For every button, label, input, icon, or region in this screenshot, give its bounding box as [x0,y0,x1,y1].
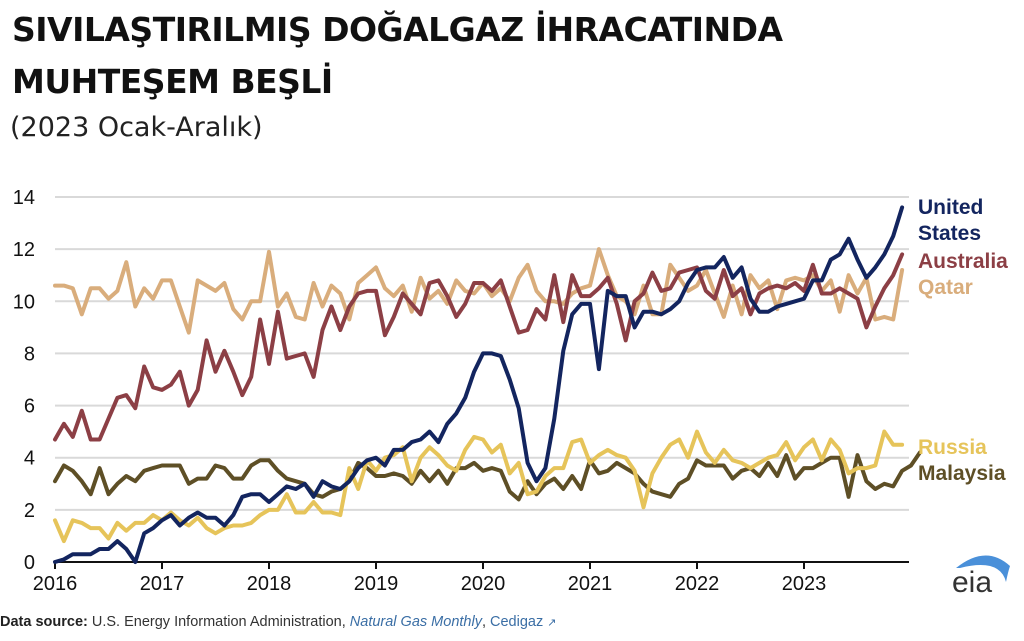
y-tick-label: 2 [24,500,35,522]
y-axis-tick-labels: 0 2 4 6 8 10 12 14 [13,187,35,574]
source-separator: , [481,614,486,630]
data-source-note: Data source: U.S. Energy Information Adm… [0,614,556,630]
legend: United States Australia Qatar Russia Malaysia [918,196,1008,485]
x-axis: 2016 2017 2018 2019 2020 2021 2022 2023 [33,561,909,595]
series-line-australia [53,252,905,442]
series-line-united-states [53,205,905,564]
series-lines [53,205,922,564]
legend-label-malaysia: Malaysia [918,462,1006,485]
source-cedigaz-link[interactable]: Cedigaz [490,614,544,630]
y-tick-label: 14 [13,187,35,209]
chart-title-line-1: SIVILAŞTIRILMIŞ DOĞALGAZ İHRACATINDA [12,10,783,49]
legend-label-russia: Russia [918,436,987,459]
x-tick-label: 2019 [354,573,399,595]
x-tick-label: 2023 [782,573,827,595]
chart-title-line-2: MUHTEŞEM BEŞLİ [12,62,333,101]
series-line-russia [53,429,905,544]
x-tick-label: 2020 [461,573,506,595]
source-org: U.S. Energy Information Administration, [91,614,346,630]
logo-text: eia [952,566,992,598]
series-line-malaysia [53,450,922,502]
x-tick-label: 2021 [568,573,613,595]
x-tick-label: 2017 [140,573,185,595]
chart-subtitle: (2023 Ocak-Aralık) [10,112,263,143]
y-tick-label: 6 [24,396,35,418]
chart-title: SIVILAŞTIRILMIŞ DOĞALGAZ İHRACATINDA MUH… [12,4,783,108]
eia-logo[interactable]: eia [948,548,1014,598]
legend-label-qatar: Qatar [918,276,973,299]
legend-label-australia: Australia [918,250,1008,273]
series-line-qatar [53,247,905,335]
y-tick-label: 4 [24,448,35,470]
x-tick-label: 2016 [33,573,78,595]
external-link-icon[interactable]: ↗ [547,617,557,629]
x-tick-label: 2022 [675,573,720,595]
logo-arc [956,555,1010,582]
y-tick-label: 8 [24,343,35,365]
y-tick-label: 10 [13,291,35,313]
x-tick-label: 2018 [247,573,292,595]
legend-label-united-states: States [918,222,981,245]
y-tick-label: 12 [13,239,35,261]
source-publication-link[interactable]: Natural Gas Monthly [349,614,482,630]
source-label: Data source: [0,614,88,630]
y-tick-label: 0 [24,552,35,574]
legend-label-united-states: United [918,196,983,219]
